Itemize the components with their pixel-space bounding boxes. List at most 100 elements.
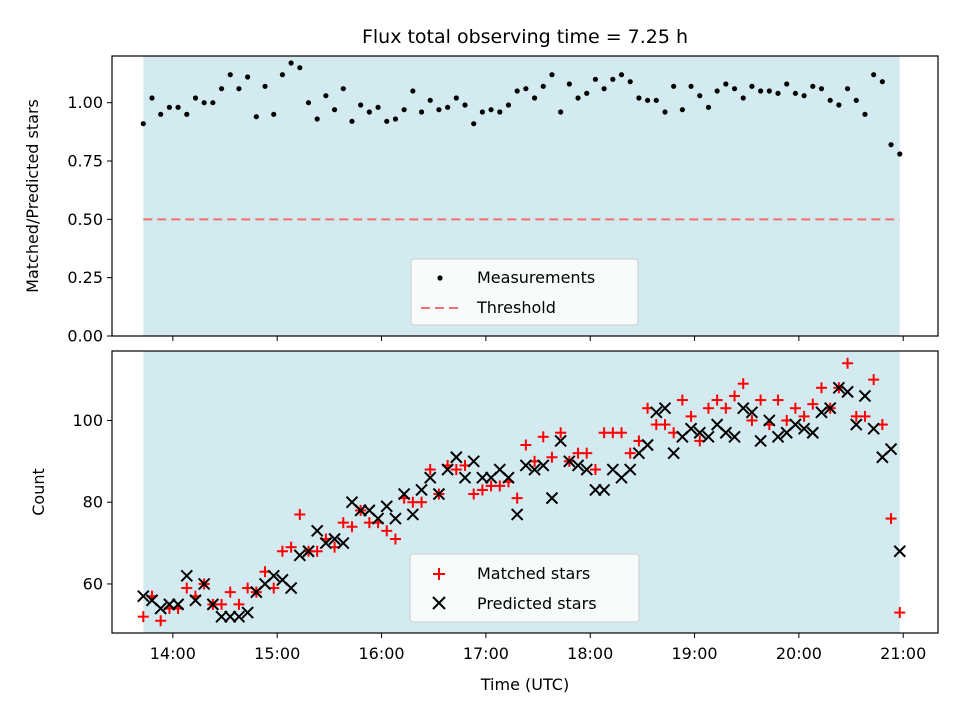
measurement-point	[766, 88, 772, 94]
top-chart-title: Flux total observing time = 7.25 h	[362, 26, 688, 48]
predicted-star-point	[502, 471, 515, 484]
measurement-point	[627, 79, 633, 85]
matched-star-point	[859, 410, 871, 422]
measurement-point	[314, 116, 320, 122]
matched-star-point	[285, 541, 297, 553]
measurement-point	[636, 95, 642, 101]
top-y-ticks: 0.00 0.25 0.50 0.75 1.00	[67, 93, 112, 346]
measurement-point	[497, 109, 503, 115]
measurement-point	[575, 95, 581, 101]
measurement-point	[731, 86, 738, 92]
measurement-point	[236, 86, 242, 92]
legend-predicted-label: Predicted stars	[477, 594, 597, 613]
matched-star-point	[311, 545, 323, 557]
measurement-point	[644, 97, 651, 103]
measurement-point	[262, 83, 268, 89]
predicted-star-point	[719, 426, 733, 439]
predicted-star-point	[684, 422, 698, 435]
predicted-star-point	[702, 430, 715, 444]
matched-star-point	[155, 615, 167, 627]
matched-star-point	[807, 398, 819, 410]
matched-star-point	[137, 611, 149, 623]
measurement-point	[479, 109, 485, 115]
matched-star-point	[381, 525, 393, 537]
matched-star-point	[450, 464, 462, 476]
predicted-star-point	[623, 463, 637, 476]
measurement-point	[279, 72, 286, 78]
matched-star-point	[494, 480, 506, 492]
measurement-point	[540, 83, 546, 89]
measurement-point	[227, 72, 233, 78]
measurement-point	[784, 81, 790, 87]
predicted-star-point	[137, 590, 150, 603]
matched-star-point	[720, 402, 732, 414]
predicted-star-point	[789, 418, 802, 431]
bottom-x-ticks: 14:00 15:00 16:00 17:00 18:00 19:00 20:00 21:00	[150, 633, 926, 663]
legend-predicted-marker	[432, 596, 446, 610]
bottom-axes-frame	[111, 350, 939, 634]
measurement-point	[618, 72, 625, 78]
measurement-point	[714, 88, 720, 94]
x-tick-label: 14:00	[150, 644, 196, 663]
predicted-star-point	[319, 536, 333, 550]
matched-star-point	[729, 390, 741, 402]
x-axis-label: Time (UTC)	[480, 675, 569, 694]
predicted-star-point	[693, 426, 706, 439]
measurement-point	[427, 97, 433, 103]
matched-star-point	[416, 496, 428, 508]
measurement-point	[201, 100, 207, 106]
measurement-point	[184, 111, 190, 117]
predicted-star-point	[458, 471, 472, 484]
top-y-axis-label: Matched/Predicted stars	[23, 99, 42, 293]
measurement-point	[853, 97, 859, 103]
matched-star-point	[476, 484, 488, 496]
top-y-tick-label: 0.00	[67, 327, 103, 346]
bottom-y-tick-label: 60	[83, 574, 103, 593]
top-axes-frame	[111, 55, 939, 337]
matched-star-point	[798, 410, 810, 422]
measurement-point	[323, 93, 329, 99]
predicted-star-point	[328, 532, 341, 546]
predicted-star-point	[650, 406, 663, 419]
predicted-star-point	[841, 385, 854, 399]
measurement-point	[514, 88, 520, 94]
matched-star-point	[581, 447, 593, 459]
bottom-y-tick-label: 100	[72, 411, 103, 430]
top-y-tick-label: 0.75	[67, 152, 103, 171]
bottom-points-group	[137, 357, 906, 627]
predicted-star-point	[467, 455, 480, 468]
predicted-star-point	[893, 545, 906, 558]
measurement-point	[549, 72, 555, 78]
predicted-star-point	[815, 406, 828, 419]
measurement-point	[836, 102, 842, 108]
predicted-star-point	[450, 451, 463, 464]
matched-star-point	[294, 508, 306, 520]
predicted-star-point	[432, 487, 446, 501]
measurement-point	[340, 86, 346, 92]
measurement-point	[149, 95, 155, 101]
measurement-point	[488, 107, 494, 113]
measurement-point	[418, 109, 425, 115]
matched-star-point	[624, 447, 636, 459]
measurement-point	[862, 111, 868, 117]
x-tick-label: 19:00	[671, 644, 717, 663]
matched-star-point	[546, 451, 558, 463]
predicted-star-point	[510, 508, 524, 521]
predicted-star-point	[763, 414, 776, 427]
matched-star-point	[685, 410, 697, 422]
matched-star-point	[659, 419, 671, 431]
predicted-star-point	[580, 463, 593, 476]
measurement-point	[697, 93, 703, 99]
predicted-star-point	[571, 459, 585, 472]
predicted-star-point	[171, 598, 185, 611]
matched-star-point	[676, 394, 688, 406]
measurement-point	[601, 86, 607, 92]
measurement-point	[366, 109, 372, 115]
measurement-point	[331, 107, 338, 113]
measurement-point	[505, 102, 512, 108]
measurement-point	[531, 95, 538, 101]
measurement-point	[305, 100, 312, 106]
measurement-point	[410, 88, 416, 94]
predicted-star-point	[232, 610, 246, 623]
